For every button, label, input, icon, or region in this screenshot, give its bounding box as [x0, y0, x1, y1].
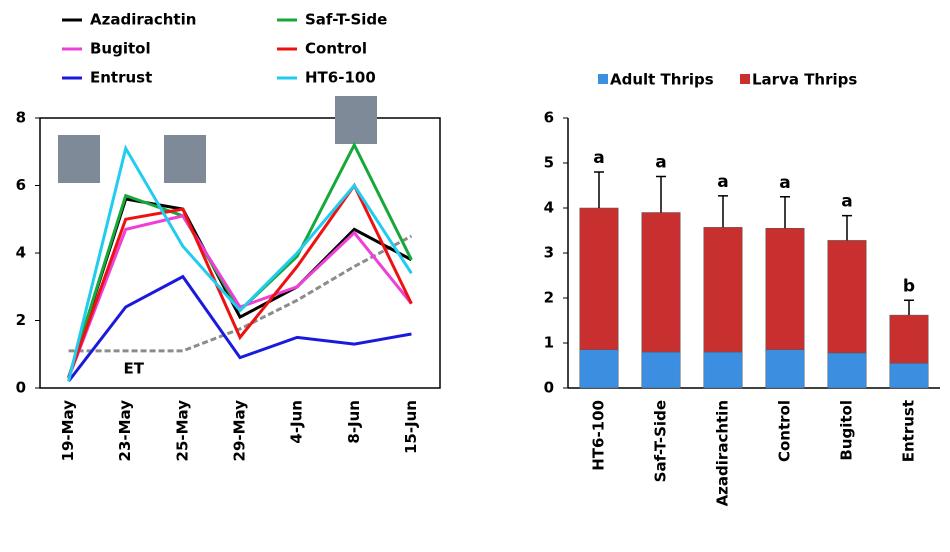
y-tick-label: 1 — [544, 334, 554, 352]
legend-label: Larva Thrips — [752, 71, 857, 89]
y-tick-label: 6 — [544, 109, 554, 127]
y-tick-label: 4 — [544, 199, 554, 217]
bar-segment — [889, 314, 929, 364]
x-tick-label: HT6-100 — [590, 400, 608, 471]
bar-segment — [889, 363, 929, 389]
y-tick-label: 0 — [16, 379, 26, 397]
x-tick-label: Control — [776, 400, 794, 462]
series-line — [67, 214, 413, 379]
significance-letter: a — [655, 153, 666, 173]
series-line — [67, 274, 412, 383]
legend-swatch — [740, 74, 750, 84]
threshold-label: ET — [123, 359, 144, 377]
x-tick-label: 29-May — [231, 400, 249, 462]
x-tick-label: Azadirachtin — [714, 400, 732, 506]
y-tick-label: 2 — [544, 289, 554, 307]
x-tick-label: 8-Jun — [345, 400, 363, 444]
y-tick-label: 6 — [16, 176, 26, 194]
bar-segment — [579, 349, 619, 389]
legend-label: HT6-100 — [305, 69, 376, 87]
y-tick-label: 0 — [544, 379, 554, 397]
bar-segment — [641, 351, 681, 389]
legend-label: Adult Thrips — [610, 71, 714, 89]
x-tick-label: Entrust — [900, 400, 918, 462]
significance-letter: a — [717, 172, 728, 192]
icon — [335, 96, 377, 144]
series-line — [67, 197, 413, 379]
significance-letter: a — [593, 148, 604, 168]
legend-label: Saf-T-Side — [305, 11, 387, 29]
icon — [164, 135, 206, 183]
significance-letter: a — [779, 173, 790, 193]
spray-icons — [58, 96, 377, 183]
bar-segment — [765, 349, 805, 389]
x-tick-label: 25-May — [173, 400, 191, 462]
y-tick-label: 5 — [544, 154, 554, 172]
x-tick-label: 19-May — [59, 400, 77, 462]
bar-segment — [703, 351, 743, 389]
y-tick-label: 3 — [544, 244, 554, 262]
legend-label: Entrust — [90, 69, 152, 87]
bar-segment — [827, 352, 867, 389]
legend-label: Bugitol — [90, 40, 151, 58]
bar-segment — [703, 227, 743, 353]
series-line — [67, 144, 413, 382]
x-tick-label: Bugitol — [838, 400, 856, 461]
legend-label: Azadirachtin — [90, 11, 196, 29]
bar-segment — [765, 228, 805, 350]
x-tick-label: 4-Jun — [288, 400, 306, 444]
significance-letter: b — [903, 276, 915, 296]
threshold-line — [68, 234, 413, 353]
bar-segment — [827, 240, 867, 354]
bar-segment — [641, 212, 681, 353]
legend-label: Control — [305, 40, 367, 58]
y-tick-label: 8 — [16, 109, 26, 127]
y-tick-label: 4 — [16, 244, 26, 262]
icon — [58, 135, 100, 183]
y-tick-label: 2 — [16, 311, 26, 329]
x-tick-label: 23-May — [116, 400, 134, 462]
x-tick-label: Saf-T-Side — [652, 400, 670, 482]
bar-segment — [579, 207, 619, 350]
significance-letter: a — [841, 192, 852, 212]
legend-swatch — [598, 74, 608, 84]
x-tick-label: 15-Jun — [402, 400, 420, 454]
